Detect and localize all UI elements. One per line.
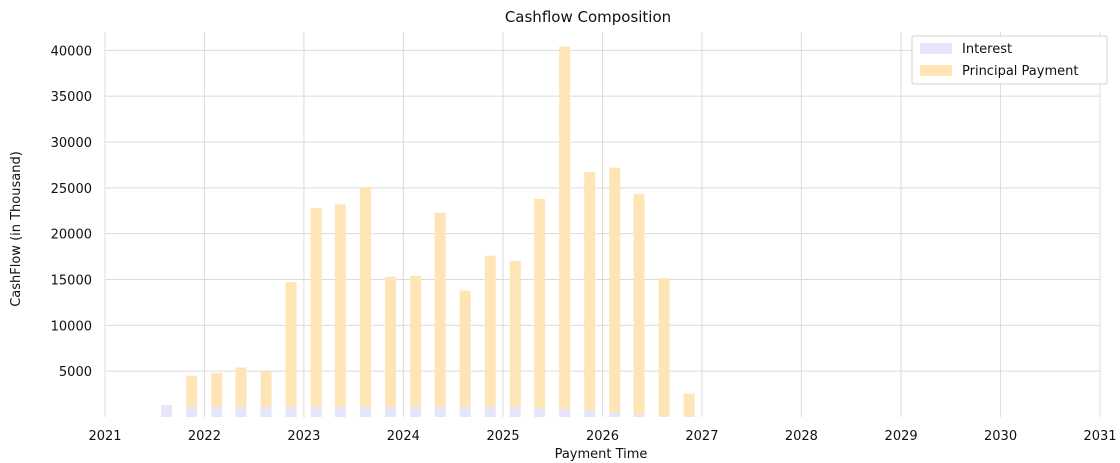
x-axis-label: Payment Time — [555, 447, 648, 462]
principal-bar — [235, 367, 247, 407]
interest-bar — [310, 406, 322, 417]
interest-bar — [385, 406, 397, 417]
interest-bar — [434, 406, 446, 417]
interest-bar — [260, 406, 272, 417]
x-tick-label: 2027 — [685, 429, 718, 444]
bars — [161, 46, 695, 417]
interest-bar — [161, 405, 173, 417]
principal-bar — [334, 204, 346, 407]
principal-bar — [310, 208, 322, 407]
principal-bar — [683, 393, 695, 417]
chart-title: Cashflow Composition — [505, 8, 671, 26]
y-tick-label: 25000 — [51, 182, 92, 197]
principal-bar — [410, 275, 422, 407]
principal-bar — [434, 212, 446, 407]
y-tick-label: 30000 — [51, 136, 92, 151]
legend-label-principal: Principal Payment — [962, 64, 1078, 79]
y-tick-label: 5000 — [59, 365, 92, 380]
principal-bar — [658, 278, 670, 416]
interest-bar — [410, 406, 422, 417]
principal-bar — [534, 198, 546, 408]
y-axis-label: CashFlow (in Thousand) — [9, 151, 24, 307]
interest-bar — [359, 406, 371, 417]
principal-bar — [260, 371, 272, 407]
y-tick-label: 20000 — [51, 228, 92, 243]
interest-bar — [658, 415, 670, 417]
x-tick-label: 2031 — [1083, 429, 1116, 444]
legend-frame — [911, 35, 1108, 85]
x-tick-label: 2023 — [287, 429, 320, 444]
interest-bar — [334, 406, 346, 417]
interest-bar — [285, 406, 297, 417]
principal-bar — [609, 167, 621, 413]
y-tick-label: 35000 — [51, 90, 92, 105]
x-tick-label: 2029 — [885, 429, 918, 444]
y-tick-label: 15000 — [51, 274, 92, 289]
legend-label-interest: Interest — [962, 42, 1012, 57]
x-tick-label: 2030 — [984, 429, 1017, 444]
interest-bar — [559, 408, 571, 417]
legend-swatch-principal — [920, 65, 952, 76]
principal-bar — [459, 290, 471, 407]
interest-bar — [609, 412, 621, 417]
interest-bar — [509, 406, 521, 417]
interest-bar — [459, 406, 471, 417]
grid — [104, 32, 1101, 417]
y-tick-label: 40000 — [51, 44, 92, 59]
x-tick-label: 2024 — [387, 429, 420, 444]
interest-bar — [534, 407, 546, 417]
principal-bar — [559, 46, 571, 409]
x-tick-label: 2028 — [785, 429, 818, 444]
interest-bar — [211, 406, 223, 417]
principal-bar — [186, 375, 198, 407]
x-tick-label: 2025 — [487, 429, 520, 444]
interest-bar — [484, 406, 496, 417]
principal-bar — [509, 261, 521, 407]
legend-swatch-interest — [920, 43, 952, 54]
principal-bar — [584, 172, 596, 411]
principal-bar — [285, 282, 297, 407]
y-tick-label: 10000 — [51, 319, 92, 334]
interest-bar — [584, 410, 596, 417]
principal-bar — [633, 194, 645, 415]
legend: Interest Principal Payment — [911, 35, 1108, 85]
interest-bar — [633, 414, 645, 417]
principal-bar — [484, 255, 496, 407]
interest-bar — [235, 406, 247, 417]
x-tick-label: 2026 — [586, 429, 619, 444]
interest-bar — [186, 406, 198, 417]
x-tick-label: 2022 — [188, 429, 221, 444]
x-tick-label: 2021 — [88, 429, 121, 444]
principal-bar — [359, 186, 371, 407]
principal-bar — [211, 373, 223, 407]
tick-labels: 5000 10000 15000 20000 25000 30000 35000 40000 2… — [51, 44, 1117, 444]
principal-bar — [385, 276, 397, 407]
